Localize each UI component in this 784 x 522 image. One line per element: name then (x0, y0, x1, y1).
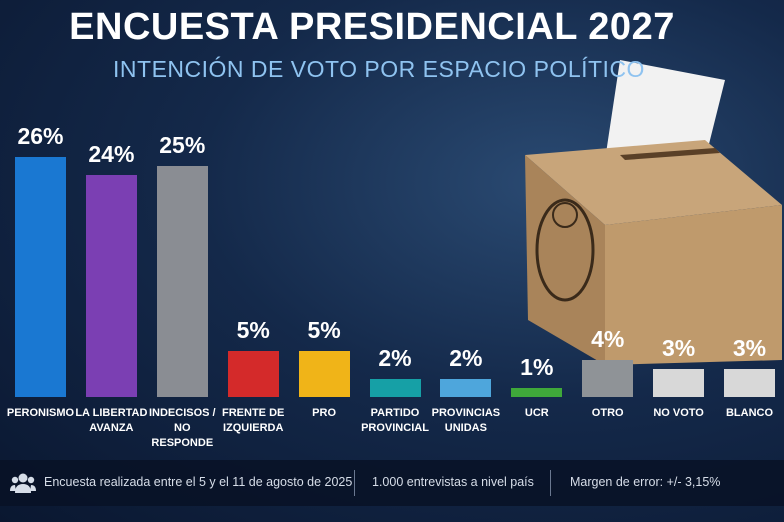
value-label: 26% (17, 123, 64, 149)
category-label: LA LIBERTAD AVANZA (75, 407, 148, 434)
category-label: BLANCO (725, 407, 774, 419)
bar (227, 350, 279, 397)
value-label: 5% (307, 316, 341, 343)
category-label: PERONISMO (6, 407, 75, 419)
value-label: 24% (88, 141, 135, 168)
footer-text: Margen de error: +/- 3,15% (570, 475, 721, 489)
category-label: NO VOTO (653, 407, 704, 419)
people-icon (10, 473, 36, 493)
category-label: PRO (312, 407, 337, 419)
bar (156, 166, 208, 397)
bar (369, 378, 421, 397)
subtitle: INTENCIÓN DE VOTO POR ESPACIO POLÍTICO (113, 56, 645, 82)
category-label: PARTIDO PROVINCIAL (361, 407, 429, 434)
value-label: 2% (449, 344, 483, 371)
footer-text: 1.000 entrevistas a nivel país (372, 475, 534, 489)
value-label: 4% (591, 326, 625, 353)
bar (85, 175, 137, 397)
bar (511, 387, 563, 397)
footer: Encuesta realizada entre el 5 y el 11 de… (0, 460, 784, 506)
category-label: UCR (524, 407, 549, 419)
value-label: 3% (661, 335, 696, 362)
value-label: 5% (236, 316, 270, 343)
category-label: FRENTE DE IZQUIERDA (222, 407, 285, 434)
bar (724, 369, 775, 397)
value-label: 2% (378, 344, 412, 371)
bar (298, 350, 350, 397)
bar (582, 360, 634, 397)
value-label: 3% (732, 335, 767, 362)
category-label: PROVINCIAS UNIDAS (431, 407, 501, 434)
bar (653, 369, 705, 397)
ballot-box-illustration (525, 60, 782, 365)
bar (15, 157, 66, 397)
separator (550, 470, 551, 496)
title: ENCUESTA PRESIDENCIAL 2027 (69, 6, 675, 48)
category-label: OTRO (591, 407, 624, 419)
category-label: INDECISOS / NO RESPONDE (148, 407, 216, 449)
footer-text: Encuesta realizada entre el 5 y el 11 de… (44, 475, 353, 489)
value-label: 1% (520, 353, 554, 380)
bar (440, 378, 492, 397)
separator (354, 470, 355, 496)
value-label: 25% (159, 132, 206, 159)
